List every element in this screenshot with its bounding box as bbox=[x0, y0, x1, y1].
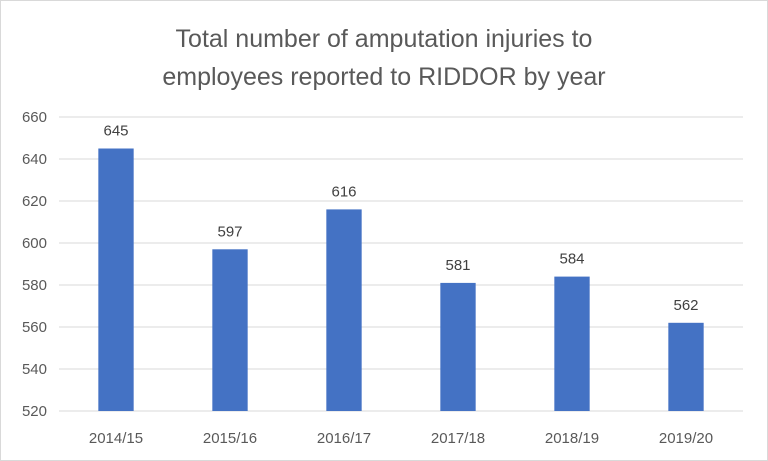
bar-2019/20 bbox=[668, 322, 704, 411]
bar-2014/15 bbox=[98, 148, 134, 411]
data-label: 645 bbox=[103, 123, 128, 140]
x-tick-label: 2019/20 bbox=[659, 430, 713, 447]
x-tick-label: 2014/15 bbox=[89, 430, 143, 447]
data-label: 562 bbox=[673, 297, 698, 314]
bar-2016/17 bbox=[326, 209, 362, 411]
gridlines bbox=[59, 116, 743, 412]
x-tick-label: 2016/17 bbox=[317, 430, 371, 447]
chart-title-line-2: employees reported to RIDDOR by year bbox=[162, 63, 605, 91]
y-tick-label: 580 bbox=[22, 277, 47, 294]
y-tick-label: 660 bbox=[22, 109, 47, 126]
bar-2017/18 bbox=[440, 282, 476, 411]
y-tick-label: 540 bbox=[22, 361, 47, 378]
data-label: 581 bbox=[445, 257, 470, 274]
data-labels: 645 597 616 581 584 562 bbox=[103, 123, 698, 314]
data-label: 584 bbox=[559, 251, 584, 268]
bar-2018/19 bbox=[554, 276, 590, 411]
bar-2015/16 bbox=[212, 249, 248, 411]
bars bbox=[98, 148, 704, 411]
y-tick-label: 520 bbox=[22, 403, 47, 420]
data-label: 597 bbox=[217, 223, 242, 240]
x-tick-label: 2015/16 bbox=[203, 430, 257, 447]
y-axis-ticks: 520 540 560 580 600 620 640 660 bbox=[22, 109, 47, 420]
x-tick-label: 2017/18 bbox=[431, 430, 485, 447]
y-tick-label: 620 bbox=[22, 193, 47, 210]
data-label: 616 bbox=[331, 183, 356, 200]
y-tick-label: 600 bbox=[22, 235, 47, 252]
x-axis-ticks: 2014/15 2015/16 2016/17 2017/18 2018/19 2019/… bbox=[89, 430, 713, 447]
y-tick-label: 640 bbox=[22, 151, 47, 168]
y-tick-label: 560 bbox=[22, 319, 47, 336]
chart-title-line-1: Total number of amputation injuries to bbox=[176, 25, 593, 53]
x-tick-label: 2018/19 bbox=[545, 430, 599, 447]
